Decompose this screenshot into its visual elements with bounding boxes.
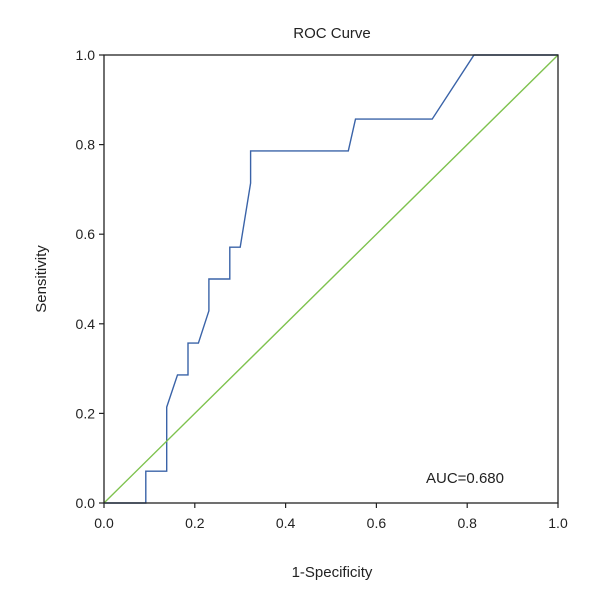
y-tick-label: 0.0	[76, 495, 96, 511]
x-axis-label: 1-Specificity	[292, 564, 373, 581]
y-tick-label: 0.2	[76, 405, 96, 421]
chart-title: ROC Curve	[293, 25, 371, 42]
y-tick-label: 0.8	[76, 137, 96, 153]
axis-ticks: 0.0 0.2 0.4 0.6 0.8 1.0 0.0 0.2 0.4 0.6 0.8 1.0	[76, 47, 568, 531]
y-tick-label: 0.6	[76, 226, 96, 242]
auc-annotation: AUC=0.680	[426, 470, 504, 487]
x-tick-label: 0.8	[457, 515, 477, 531]
y-tick-label: 0.4	[76, 316, 96, 332]
x-tick-label: 0.4	[276, 515, 296, 531]
series-group	[103, 54, 559, 504]
y-axis-label: Sensitivity	[33, 245, 50, 313]
x-tick-label: 0.2	[185, 515, 205, 531]
x-tick-label: 0.0	[94, 515, 114, 531]
x-tick-label: 1.0	[548, 515, 568, 531]
roc-curve-line	[104, 54, 558, 504]
plot-frame	[103, 54, 559, 504]
reference-diagonal-line	[103, 54, 559, 504]
x-tick-label: 0.6	[367, 515, 387, 531]
y-tick-label: 1.0	[76, 47, 96, 63]
